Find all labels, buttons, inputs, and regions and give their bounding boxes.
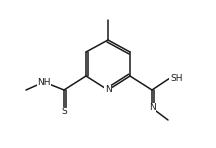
Text: NH: NH [37, 78, 51, 86]
Text: N: N [105, 86, 111, 95]
Text: S: S [61, 107, 67, 116]
Text: N: N [149, 103, 155, 112]
Text: SH: SH [170, 74, 183, 82]
